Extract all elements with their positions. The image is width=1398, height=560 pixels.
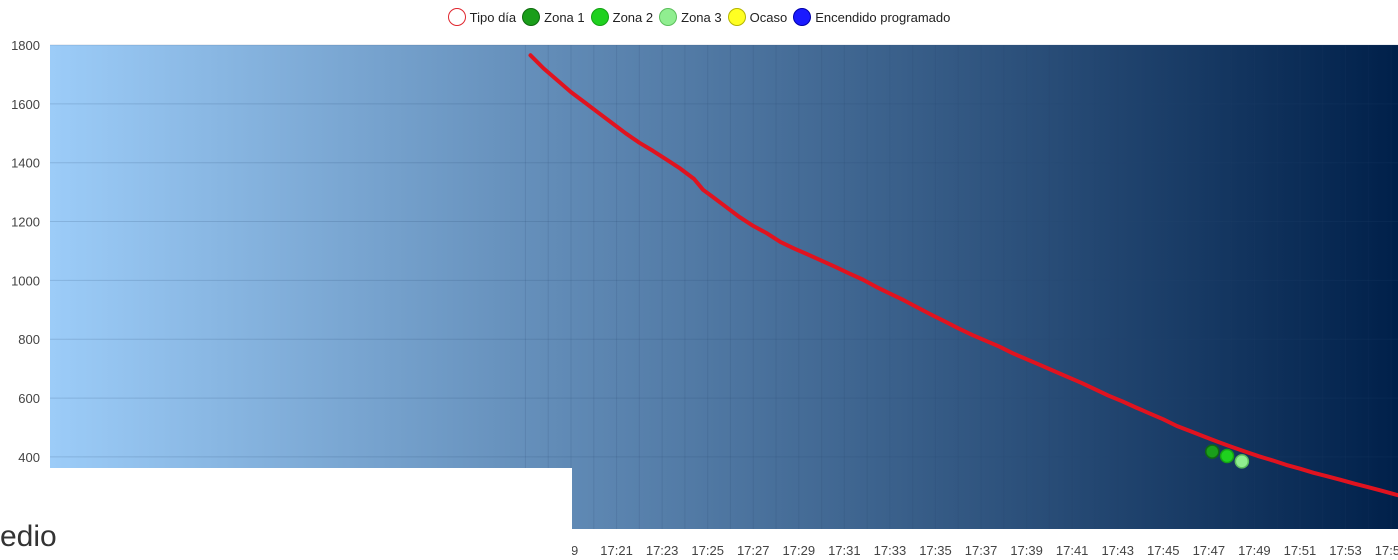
legend-label: Ocaso [749, 9, 788, 25]
legend-label: Zona 1 [544, 9, 585, 25]
x-tick-label: 17:51 [1284, 543, 1317, 558]
legend-item-zona-3[interactable]: Zona 3 [659, 8, 722, 26]
x-tick-label: 17:39 [1010, 543, 1043, 558]
x-tick-label: 17:31 [828, 543, 861, 558]
legend-label: Zona 3 [681, 9, 722, 25]
legend-item-zona-1[interactable]: Zona 1 [522, 8, 585, 26]
x-tick-label: 17:55 [1375, 543, 1398, 558]
legend-swatch [793, 8, 812, 26]
x-tick-label: 17:49 [1238, 543, 1271, 558]
y-tick-label: 800 [18, 332, 40, 347]
legend-item-tipo-día[interactable]: Tipo día [447, 8, 517, 26]
y-tick-label: 400 [18, 450, 40, 465]
x-tick-label: 17:25 [691, 543, 724, 558]
y-tick-label: 600 [18, 391, 40, 406]
marker-zona-3[interactable] [1234, 454, 1250, 469]
marker-zona-1[interactable] [1205, 444, 1220, 459]
x-axis: 1917:2117:2317:2517:2717:2917:3117:3317:… [564, 543, 1398, 558]
y-tick-label: 1200 [11, 215, 40, 230]
x-tick-label: 17:45 [1147, 543, 1180, 558]
legend-swatch [590, 8, 609, 26]
series-line-tipo-día [528, 53, 1398, 498]
y-tick-label: 1000 [11, 273, 40, 288]
x-tick-label: 17:21 [600, 543, 633, 558]
x-tick-label: 17:43 [1101, 543, 1134, 558]
x-tick-label: 17:53 [1329, 543, 1362, 558]
x-tick-label: 17:41 [1056, 543, 1089, 558]
legend-swatch [522, 8, 541, 26]
x-tick-label: 17:37 [965, 543, 998, 558]
legend-item-zona-2[interactable]: Zona 2 [590, 8, 654, 26]
legend-swatch [727, 8, 746, 26]
overlay-text: edio [0, 520, 57, 553]
y-tick-label: 1800 [11, 38, 40, 53]
y-tick-label: 1600 [11, 97, 40, 112]
legend-label: Encendido programado [815, 9, 951, 25]
x-tick-label: 17:23 [646, 543, 679, 558]
legend-swatch [447, 8, 466, 26]
grid-lines [50, 44, 1398, 529]
chart-legend: Tipo día Zona 1 Zona 2 Zona 3 Ocaso Encendido… [0, 8, 1398, 26]
legend-label: Tipo día [469, 9, 517, 25]
legend-swatch [659, 8, 678, 26]
legend-label: Zona 2 [612, 9, 654, 25]
overlay-panel [0, 468, 572, 560]
x-tick-label: 17:35 [919, 543, 952, 558]
y-axis: 1800 1600 1400 1200 1000 800 600 400 [11, 38, 40, 465]
x-tick-label: 17:33 [874, 543, 907, 558]
legend-item-ocaso[interactable]: Ocaso [727, 8, 788, 26]
marker-zona-2[interactable] [1219, 448, 1235, 464]
x-tick-label: 17:27 [737, 543, 770, 558]
series-markers [1205, 444, 1250, 469]
y-tick-label: 1400 [11, 156, 40, 171]
plot-background [50, 45, 1398, 529]
x-tick-label: 17:47 [1193, 543, 1226, 558]
legend-item-encendido-programado[interactable]: Encendido programado [793, 8, 950, 26]
x-tick-label: 17:29 [783, 543, 816, 558]
series-lines [528, 53, 1398, 498]
